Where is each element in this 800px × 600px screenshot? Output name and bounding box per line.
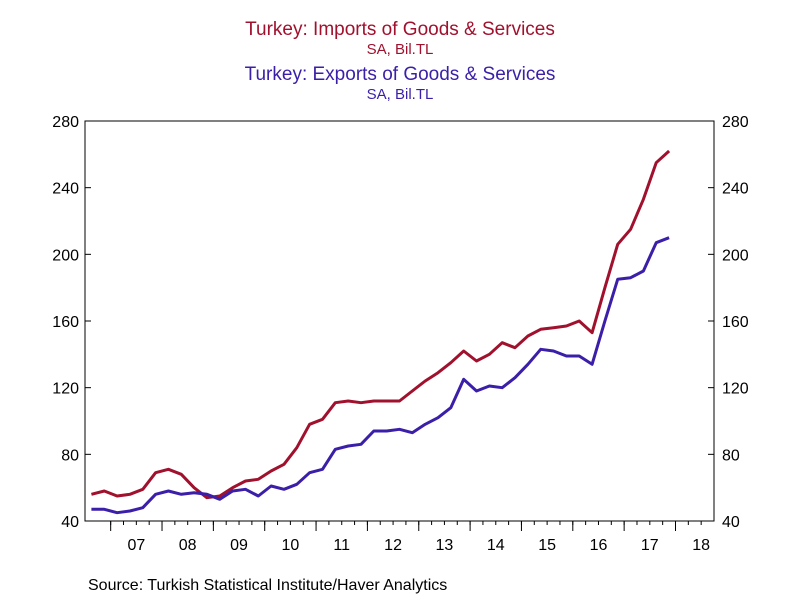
title-imports: Turkey: Imports of Goods & Services SA, …: [0, 19, 800, 59]
x-tick-label: 11: [333, 537, 350, 554]
x-tick-label: 13: [436, 537, 454, 554]
plot-frame: [84, 120, 715, 522]
x-tick-label: 15: [538, 537, 556, 554]
x-tick-label: 08: [179, 537, 197, 554]
y-tick-label-right: 280: [722, 114, 749, 131]
y-tick-label-left: 80: [61, 447, 79, 464]
x-tick-label: 17: [641, 537, 659, 554]
imports-series-units: SA, Bil.TL: [366, 41, 434, 58]
x-tick-label: 16: [590, 537, 608, 554]
y-tick-label-right: 160: [722, 314, 749, 331]
y-tick-label-left: 40: [61, 514, 79, 531]
x-tick-label: 09: [230, 537, 248, 554]
imports-series-name: Turkey: Imports of Goods & Services: [245, 19, 555, 40]
x-tick-label: 07: [127, 537, 145, 554]
y-tick-label-right: 80: [722, 447, 740, 464]
y-tick-label-right: 200: [722, 247, 749, 264]
imports-series-line: [91, 149, 671, 500]
title-exports: Turkey: Exports of Goods & Services SA, …: [0, 64, 800, 104]
exports-series-name: Turkey: Exports of Goods & Services: [244, 64, 556, 85]
x-tick-label: 18: [692, 537, 710, 554]
y-tick-label-right: 240: [722, 181, 749, 198]
exports-series-line: [91, 236, 670, 515]
source-note: Source: Turkish Statistical Institute/Ha…: [88, 577, 448, 594]
y-tick-label-left: 120: [52, 381, 79, 398]
y-tick-label-right: 120: [722, 381, 749, 398]
y-tick-label-left: 280: [52, 114, 79, 131]
x-tick-label: 14: [487, 537, 505, 554]
exports-series-units: SA, Bil.TL: [366, 86, 434, 103]
x-tick-label: 12: [384, 537, 402, 554]
y-tick-label-left: 240: [52, 181, 79, 198]
y-tick-label-left: 160: [52, 314, 79, 331]
y-tick-label-left: 200: [52, 247, 79, 264]
y-tick-label-right: 40: [722, 514, 740, 531]
x-tick-label: 10: [281, 537, 299, 554]
